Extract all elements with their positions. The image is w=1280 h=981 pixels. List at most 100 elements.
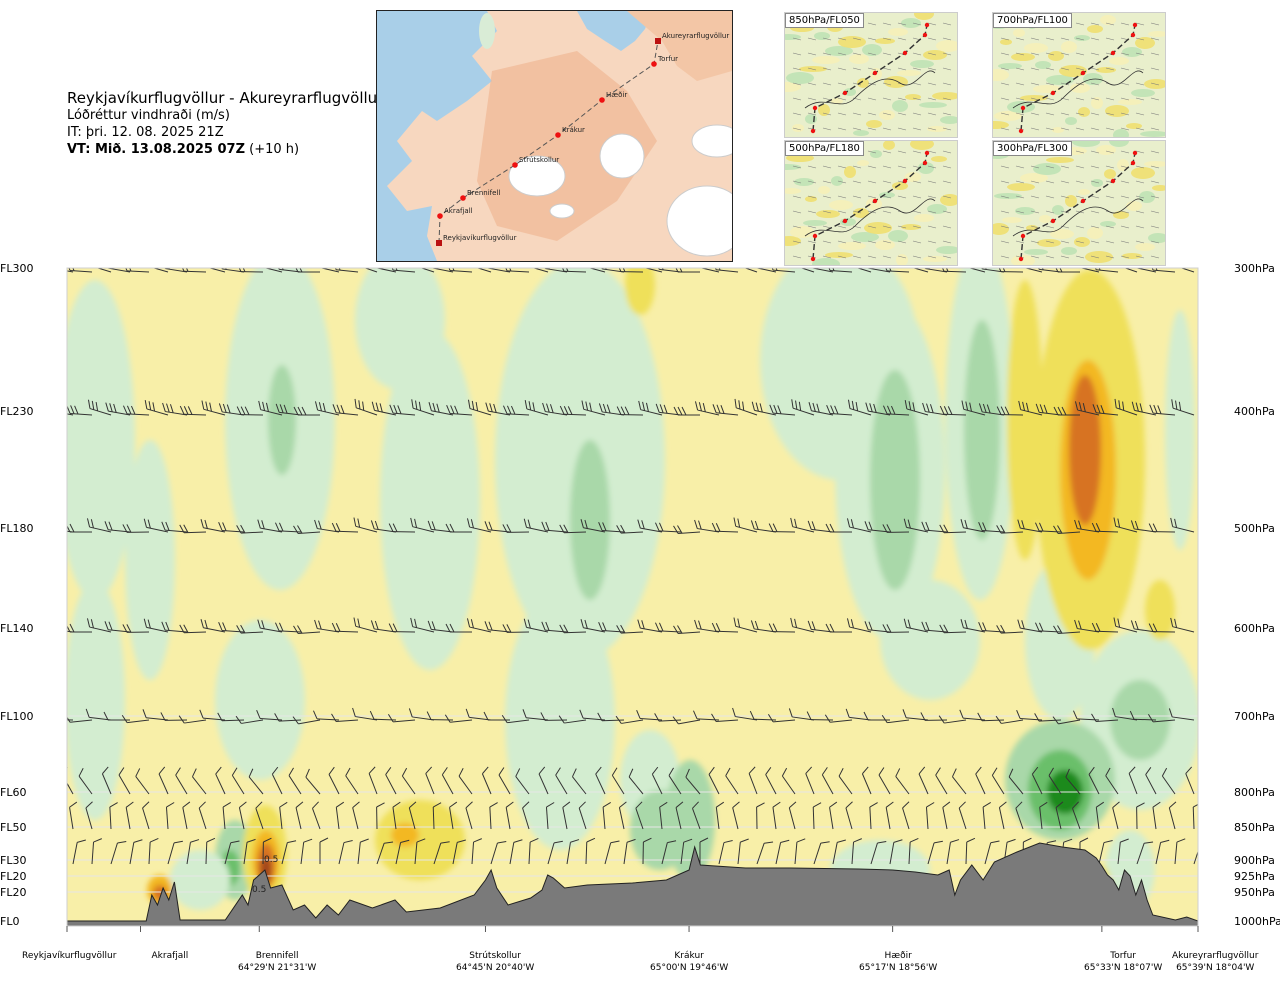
wind-barb	[1148, 623, 1176, 633]
waypoint-marker	[555, 132, 561, 138]
wind-barb	[389, 404, 416, 416]
fl-label: FL0	[0, 915, 20, 928]
wind-barb	[469, 268, 492, 273]
wind-barb	[1149, 404, 1176, 416]
wind-barb	[711, 622, 739, 633]
wind-barb	[109, 802, 118, 830]
wind-barb	[673, 625, 701, 635]
wind-barb	[101, 766, 112, 795]
wind-barb	[562, 801, 571, 830]
wind-barb	[750, 520, 777, 533]
route-line	[438, 40, 659, 244]
wind-barb	[732, 801, 740, 830]
wind-barb	[67, 405, 93, 416]
wind-barb	[1053, 525, 1081, 535]
fl-label: FL230	[0, 405, 34, 418]
thumb-300[interactable]: 300hPa/FL300	[992, 140, 1166, 266]
wind-barb	[847, 399, 872, 416]
waypoint-name: Strútskollur	[469, 951, 521, 961]
wind-barb	[86, 518, 112, 533]
wind-barb	[293, 406, 320, 416]
terrain-profile	[67, 842, 1198, 926]
wind-barb	[811, 268, 834, 273]
wind-barb	[490, 840, 507, 865]
wind-barb	[925, 802, 935, 830]
wind-barb	[222, 801, 231, 830]
wind-barb	[224, 840, 240, 865]
wind-barb	[769, 404, 796, 416]
wind-barb	[889, 839, 903, 865]
wind-barb	[1114, 398, 1138, 416]
wind-barb	[431, 268, 454, 273]
wind-barb	[885, 801, 894, 830]
wind-barb	[734, 398, 758, 416]
wind-barb	[697, 268, 720, 273]
wind-barb	[162, 402, 188, 416]
glacier-1	[508, 155, 566, 197]
hpa-label: 400hPa	[1234, 405, 1275, 418]
wind-barb	[526, 268, 549, 273]
wind-barb	[952, 768, 967, 795]
wind-barb	[808, 402, 834, 416]
thumb-500[interactable]: 500hPa/FL180	[784, 140, 958, 266]
wind-barb	[148, 837, 159, 865]
thumb-850[interactable]: 850hPa/FL050	[784, 12, 958, 138]
wind-barb	[1168, 801, 1177, 830]
wind-barb	[961, 400, 986, 416]
sea-west	[377, 11, 497, 261]
wind-barb	[838, 768, 853, 795]
wind-barb	[105, 402, 131, 416]
wind-barb	[965, 837, 976, 865]
wind-barb	[1145, 766, 1157, 795]
wind-barb	[960, 519, 986, 533]
velocity-contour	[880, 580, 980, 700]
wind-barb	[433, 841, 450, 865]
contour-value-label: 0.5	[264, 855, 278, 865]
wind-barb	[902, 801, 910, 830]
wind-barb	[300, 838, 313, 865]
wind-barb	[314, 619, 340, 633]
wind-barb	[215, 766, 226, 795]
thumb-700[interactable]: 700hPa/FL100	[992, 12, 1166, 138]
wind-barb	[352, 707, 378, 721]
wind-barb	[485, 402, 511, 416]
waypoint-marker	[599, 97, 605, 103]
wind-barb	[975, 766, 986, 795]
wind-barb	[411, 399, 435, 416]
wind-barb	[748, 766, 758, 795]
wind-barb	[281, 840, 297, 865]
wind-barb	[637, 619, 663, 633]
value-annotations: 0.5 0.5	[252, 855, 278, 895]
wind-barb	[143, 518, 169, 533]
wind-barb	[428, 402, 454, 416]
wind-barb	[502, 268, 530, 273]
wind-barb	[135, 768, 150, 795]
wind-barb	[293, 268, 320, 273]
wind-barb	[963, 268, 986, 273]
wind-barb	[515, 768, 530, 795]
wind-barb	[122, 405, 150, 416]
waypoint-name: Torfur	[1110, 951, 1136, 961]
waypoint-marker	[460, 195, 466, 201]
wind-barb	[1091, 713, 1119, 723]
wind-barb	[918, 766, 929, 795]
fl-label: FL140	[0, 622, 34, 635]
wind-barb	[558, 715, 587, 724]
wind-barb	[257, 619, 283, 633]
wind-barb	[788, 801, 797, 830]
wind-barb	[712, 404, 739, 416]
wind-barb	[715, 801, 725, 830]
wind-barb	[1031, 766, 1043, 795]
wind-barb	[580, 619, 606, 633]
velocity-contour	[1145, 580, 1175, 640]
wind-barb	[672, 716, 701, 725]
wind-barb	[640, 268, 663, 273]
wind-barb	[1048, 767, 1062, 795]
waypoint-coord: 65°33'N 18°07'W	[1084, 963, 1163, 973]
wind-barb	[578, 801, 587, 830]
wind-barb	[1128, 766, 1138, 795]
wind-barb	[388, 523, 416, 533]
wind-barb	[813, 841, 830, 865]
wind-barb	[1117, 838, 1129, 865]
wind-barb	[618, 801, 627, 830]
